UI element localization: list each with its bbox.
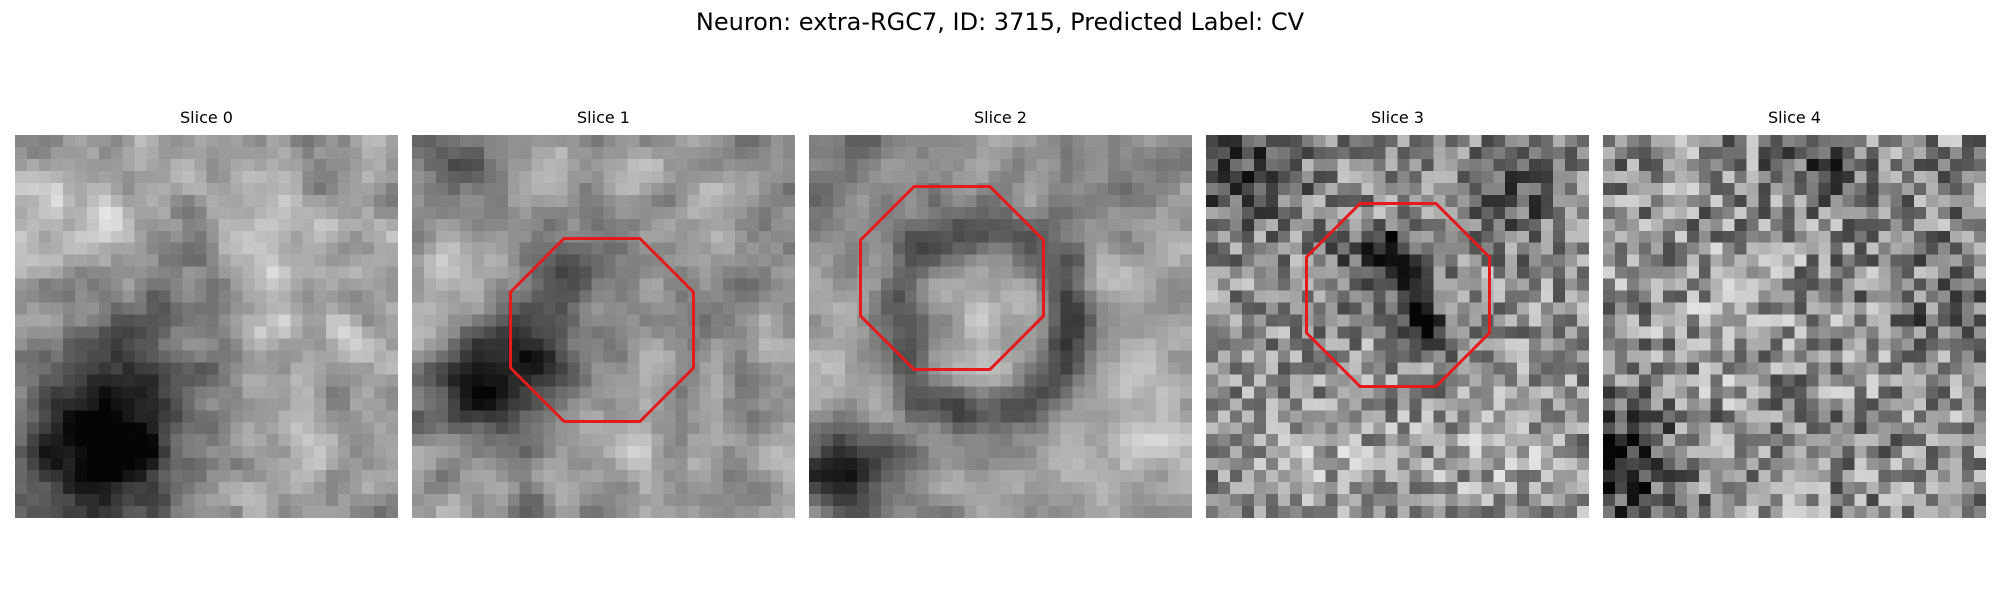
slice-title: Slice 0 (180, 108, 233, 127)
cell-outline-overlay (15, 135, 398, 518)
cell-outline-overlay (1603, 135, 1986, 518)
cell-outline-overlay (1305, 202, 1491, 388)
slice-image (15, 135, 398, 518)
octagon-outline (1305, 202, 1491, 388)
cell-outline-overlay (859, 185, 1045, 371)
slice-image (412, 135, 795, 518)
slice-panel-0: Slice 0 (15, 108, 398, 518)
octagon-outline (509, 237, 695, 423)
slice-panel-2: Slice 2 (809, 108, 1192, 518)
slice-panel-4: Slice 4 (1603, 108, 1986, 518)
cell-outline-overlay (509, 237, 695, 423)
slice-panel-1: Slice 1 (412, 108, 795, 518)
figure-title: Neuron: extra-RGC7, ID: 3715, Predicted … (695, 8, 1305, 36)
slice-title: Slice 1 (577, 108, 630, 127)
slice-image (1206, 135, 1589, 518)
slice-image-container (15, 135, 398, 518)
slice-title: Slice 2 (974, 108, 1027, 127)
slice-image-container (412, 135, 795, 518)
slice-image-container (809, 135, 1192, 518)
slice-title: Slice 3 (1371, 108, 1424, 127)
slice-image-container (1603, 135, 1986, 518)
octagon-outline (859, 185, 1045, 371)
slice-title: Slice 4 (1768, 108, 1821, 127)
slice-image (1603, 135, 1986, 518)
slice-image-container (1206, 135, 1589, 518)
slice-panel-3: Slice 3 (1206, 108, 1589, 518)
